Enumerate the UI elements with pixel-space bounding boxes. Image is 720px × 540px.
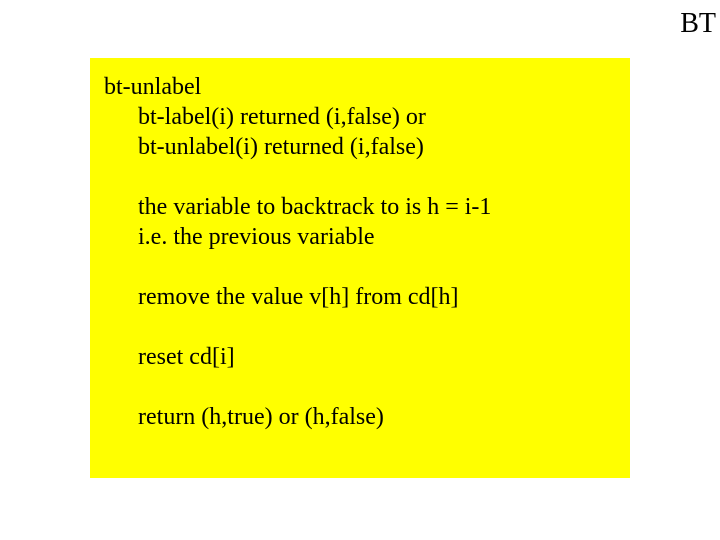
algo-line-return: return (h,true) or (h,false) <box>104 402 616 432</box>
blank-spacer <box>104 162 616 192</box>
algo-line-backtrack1: the variable to backtrack to is h = i-1 <box>104 192 616 222</box>
algorithm-description-box: bt-unlabel bt-label(i) returned (i,false… <box>90 58 630 478</box>
algo-line-remove: remove the value v[h] from cd[h] <box>104 282 616 312</box>
blank-spacer <box>104 372 616 402</box>
algo-line-cond2: bt-unlabel(i) returned (i,false) <box>104 132 616 162</box>
algo-line-reset: reset cd[i] <box>104 342 616 372</box>
blank-spacer <box>104 252 616 282</box>
algo-line-backtrack2: i.e. the previous variable <box>104 222 616 252</box>
page-header-label: BT <box>680 8 716 40</box>
blank-spacer <box>104 312 616 342</box>
algo-line-title: bt-unlabel <box>104 72 616 102</box>
algo-line-cond1: bt-label(i) returned (i,false) or <box>104 102 616 132</box>
